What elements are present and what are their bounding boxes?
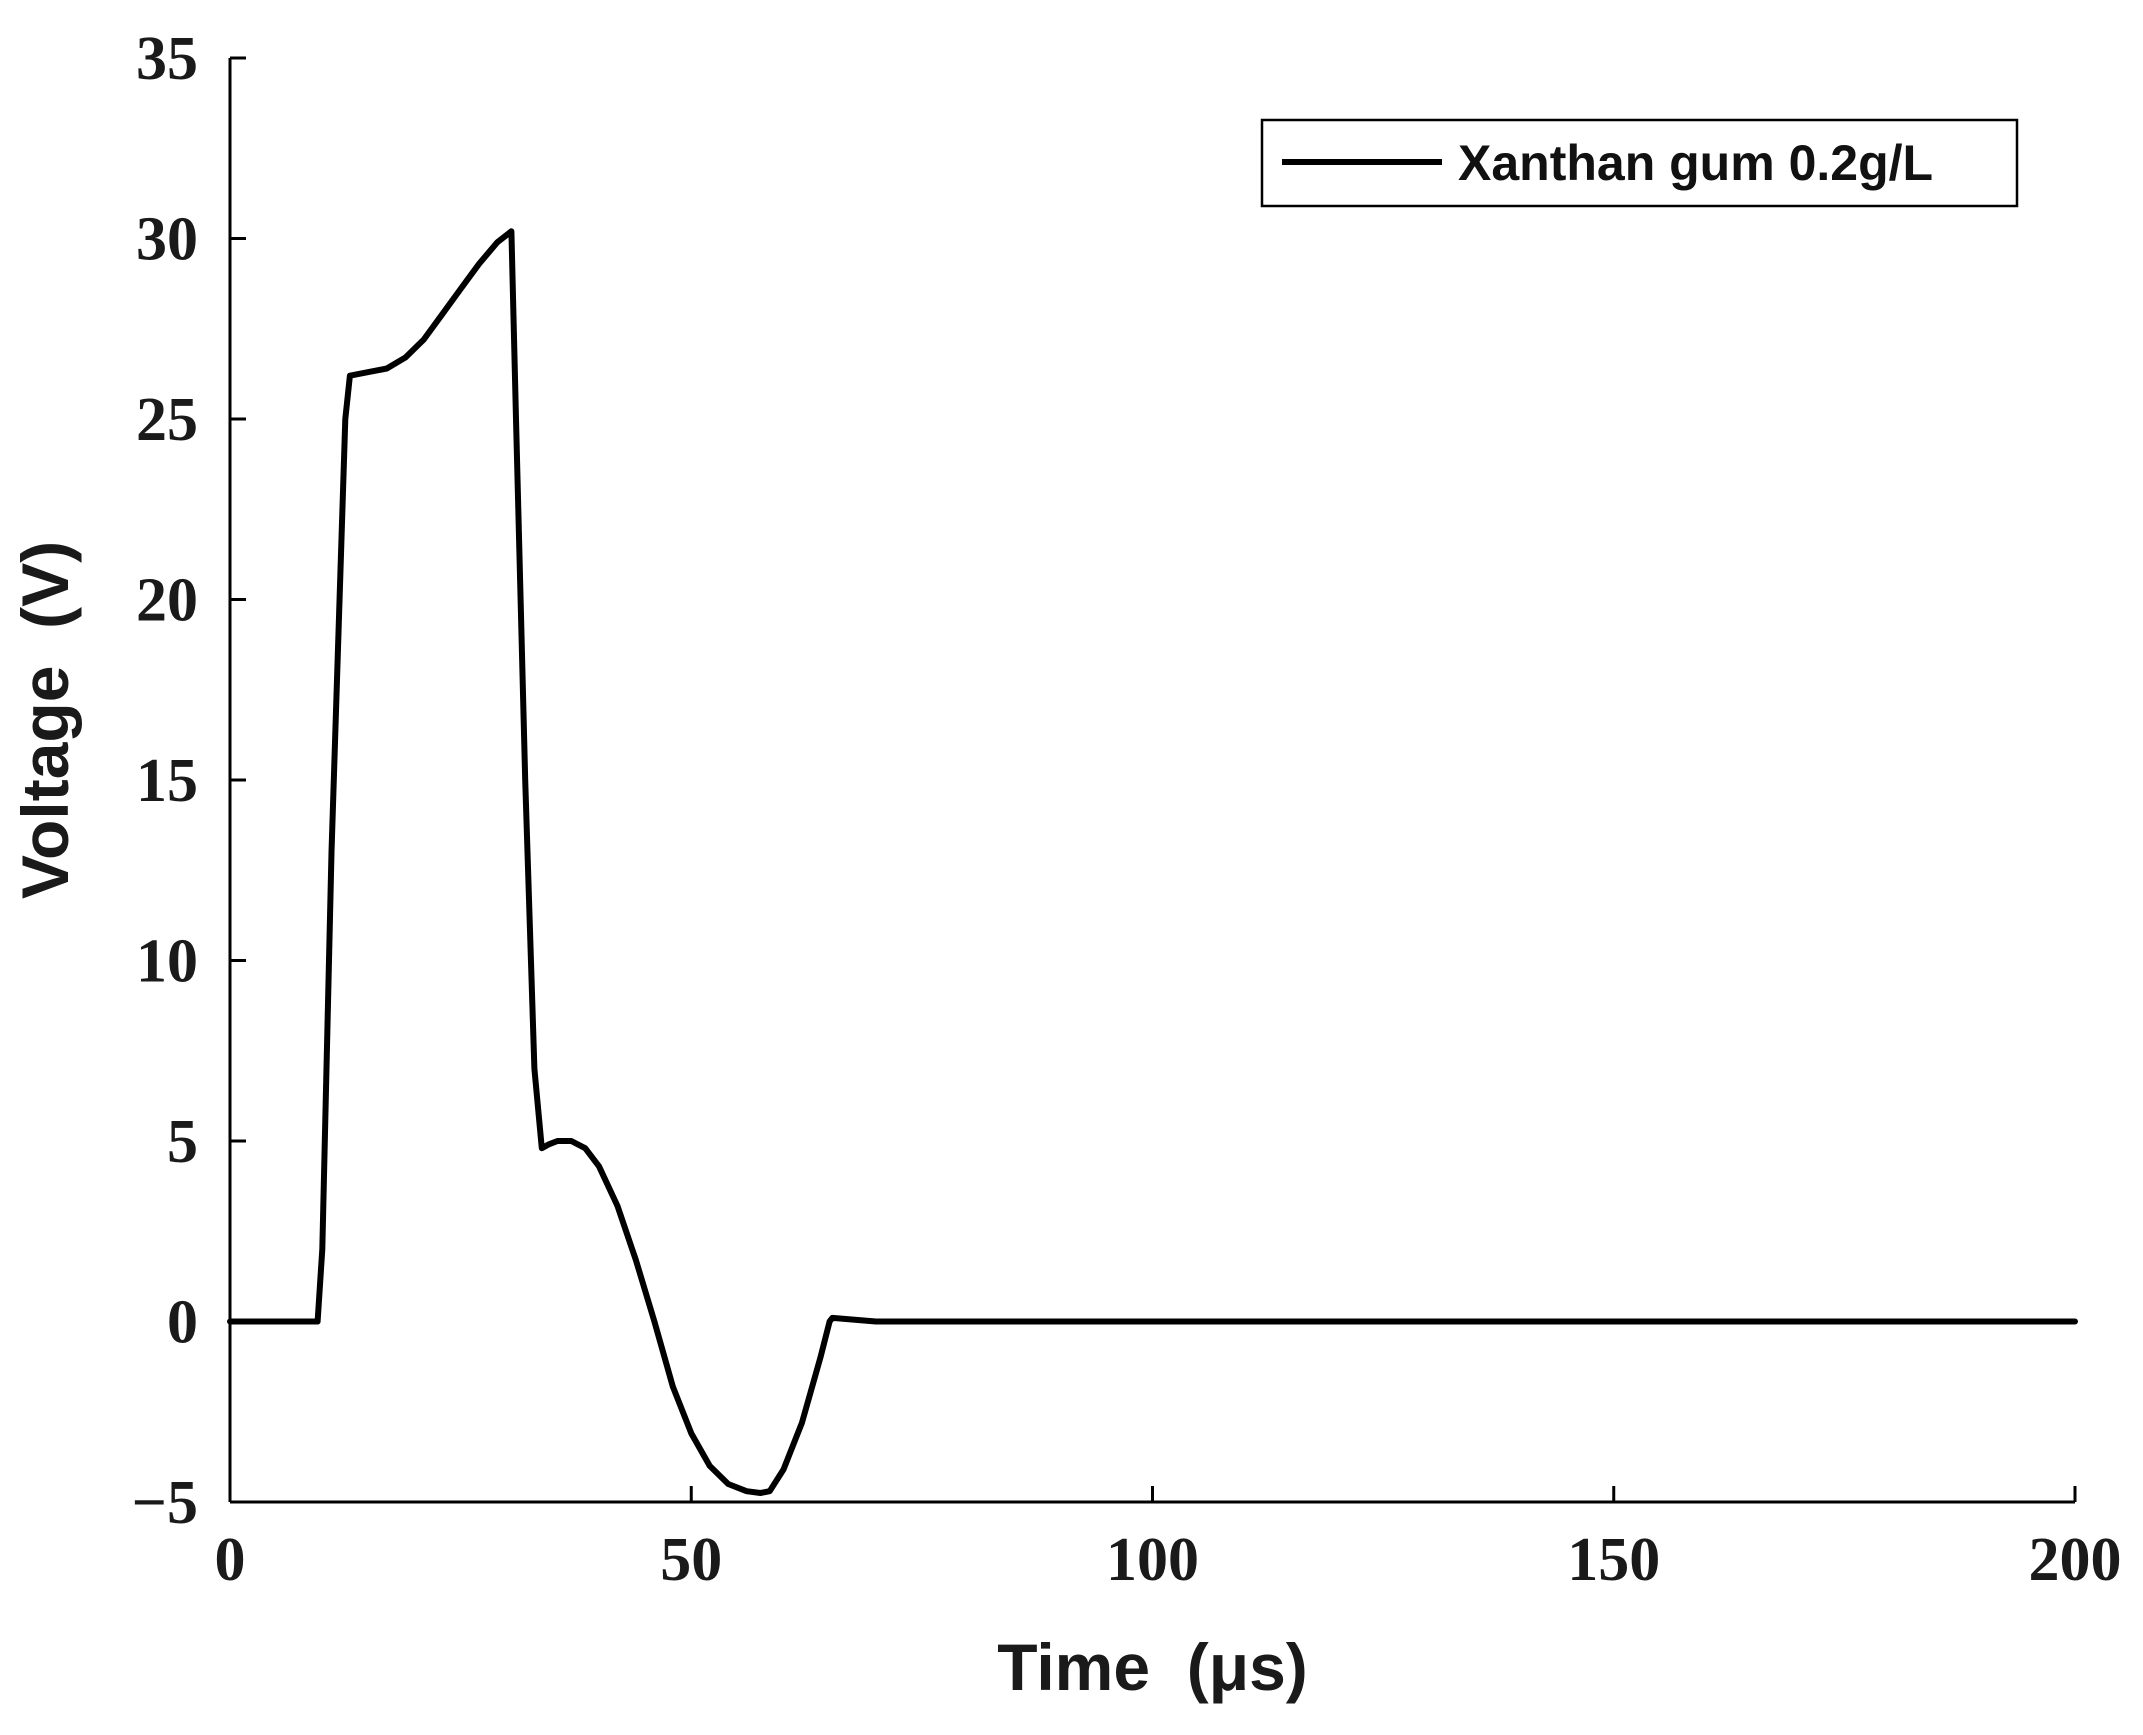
y-tick-label: 25	[136, 386, 198, 454]
y-axis-ticks: −5 0 5 10 15 20 25 30 35	[132, 25, 246, 1537]
x-tick-label: 150	[1567, 1526, 1660, 1594]
y-tick-label: −5	[132, 1469, 198, 1537]
y-tick-label: 15	[136, 747, 198, 815]
y-tick-label: 30	[136, 206, 198, 274]
y-tick-label: 35	[136, 25, 198, 93]
x-tick-label: 100	[1106, 1526, 1199, 1594]
y-tick-label: 5	[167, 1108, 198, 1176]
x-axis-ticks: 0 50 100 150 200	[215, 1486, 2122, 1594]
legend: Xanthan gum 0.2g/L	[1260, 118, 2019, 208]
plot-area	[227, 228, 2078, 1496]
x-tick-label: 50	[660, 1526, 722, 1594]
y-tick-label: 10	[136, 928, 198, 996]
y-tick-label: 20	[136, 567, 198, 635]
legend-label: Xanthan gum 0.2g/L	[1458, 135, 1933, 191]
x-tick-label: 200	[2029, 1526, 2122, 1594]
series-line	[227, 228, 2078, 1496]
y-axis-label: Voltage (V)	[8, 541, 82, 899]
y-tick-label: 0	[167, 1289, 198, 1357]
x-axis-label: Time (μs)	[997, 1630, 1308, 1704]
x-tick-label: 0	[215, 1526, 246, 1594]
